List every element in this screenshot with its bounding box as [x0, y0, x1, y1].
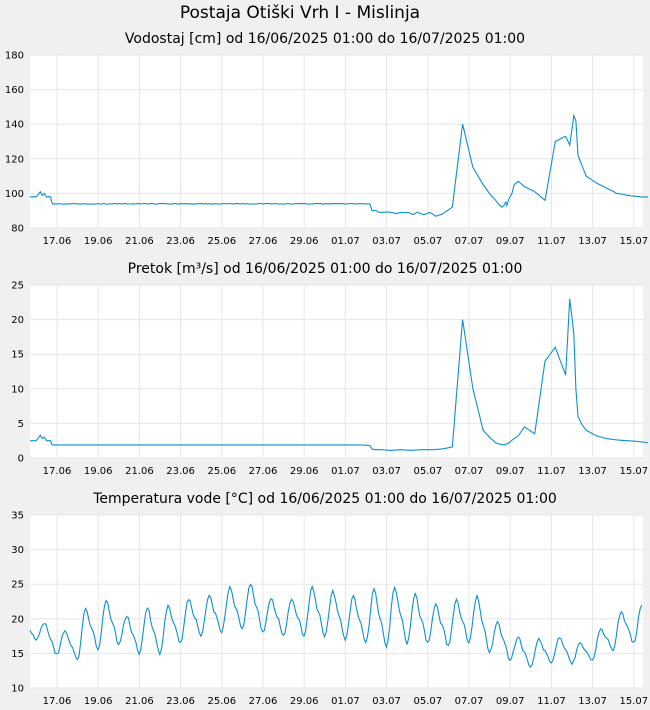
- x-tick-label: 19.06: [84, 236, 113, 247]
- plot-area: [30, 515, 643, 688]
- x-tick-label: 01.07: [331, 696, 360, 707]
- chart-title-water-temperature: Temperatura vode [°C] od 16/06/2025 01:0…: [93, 491, 557, 507]
- y-tick-label: 0: [18, 454, 24, 465]
- x-tick-label: 15.07: [619, 696, 648, 707]
- x-tick-label: 17.06: [43, 236, 72, 247]
- y-tick-label: 15: [11, 350, 24, 361]
- x-tick-label: 21.06: [125, 696, 154, 707]
- x-tick-label: 03.07: [372, 696, 401, 707]
- x-tick-label: 21.06: [125, 466, 154, 477]
- x-tick-label: 17.06: [43, 696, 72, 707]
- y-tick-label: 20: [11, 614, 24, 625]
- x-tick-label: 05.07: [413, 696, 442, 707]
- x-tick-label: 27.06: [249, 696, 278, 707]
- x-tick-label: 25.06: [207, 236, 236, 247]
- x-tick-label: 19.06: [84, 696, 113, 707]
- x-tick-label: 17.06: [43, 466, 72, 477]
- y-tick-label: 80: [11, 224, 24, 235]
- y-tick-label: 5: [18, 419, 24, 430]
- x-tick-label: 13.07: [578, 696, 607, 707]
- x-tick-label: 07.07: [455, 466, 484, 477]
- x-tick-label: 25.06: [207, 696, 236, 707]
- x-tick-label: 01.07: [331, 466, 360, 477]
- y-tick-label: 35: [11, 511, 24, 522]
- y-tick-label: 160: [5, 85, 24, 96]
- x-tick-label: 21.06: [125, 236, 154, 247]
- x-tick-label: 13.07: [578, 236, 607, 247]
- y-tick-label: 25: [11, 281, 24, 292]
- x-tick-label: 15.07: [619, 236, 648, 247]
- y-tick-label: 120: [5, 154, 24, 165]
- x-tick-label: 29.06: [290, 236, 319, 247]
- x-tick-label: 11.07: [537, 236, 566, 247]
- plot-area: [30, 285, 643, 458]
- x-tick-label: 07.07: [455, 236, 484, 247]
- page-title: Postaja Otiški Vrh I - Mislinja: [179, 3, 421, 23]
- y-tick-label: 25: [11, 580, 24, 591]
- x-tick-label: 23.06: [166, 696, 195, 707]
- y-tick-label: 30: [11, 545, 24, 556]
- y-tick-label: 10: [11, 384, 24, 395]
- y-tick-label: 140: [5, 120, 24, 131]
- x-tick-label: 07.07: [455, 696, 484, 707]
- x-tick-label: 29.06: [290, 696, 319, 707]
- y-tick-label: 100: [5, 189, 24, 200]
- chart-title-discharge: Pretok [m³/s] od 16/06/2025 01:00 do 16/…: [127, 261, 523, 277]
- x-tick-label: 19.06: [84, 466, 113, 477]
- x-tick-label: 27.06: [249, 466, 278, 477]
- series-line: [29, 583, 643, 668]
- y-tick-label: 20: [11, 315, 24, 326]
- x-tick-label: 09.07: [496, 466, 525, 477]
- y-tick-label: 15: [11, 649, 24, 660]
- x-tick-label: 03.07: [372, 466, 401, 477]
- x-tick-label: 27.06: [249, 236, 278, 247]
- x-tick-label: 03.07: [372, 236, 401, 247]
- x-tick-label: 11.07: [537, 696, 566, 707]
- plot-area: [30, 55, 643, 228]
- y-tick-label: 180: [5, 51, 24, 62]
- x-tick-label: 29.06: [290, 466, 319, 477]
- series-line: [30, 298, 649, 451]
- x-tick-label: 05.07: [413, 236, 442, 247]
- x-tick-label: 13.07: [578, 466, 607, 477]
- chart-title-water-level: Vodostaj [cm] od 16/06/2025 01:00 do 16/…: [124, 31, 526, 47]
- x-tick-label: 09.07: [496, 236, 525, 247]
- x-tick-label: 23.06: [166, 466, 195, 477]
- x-tick-label: 15.07: [619, 466, 648, 477]
- series-line: [29, 113, 649, 217]
- x-tick-label: 11.07: [537, 466, 566, 477]
- y-tick-label: 10: [11, 684, 24, 695]
- x-tick-label: 01.07: [331, 236, 360, 247]
- x-tick-label: 05.07: [413, 466, 442, 477]
- x-tick-label: 09.07: [496, 696, 525, 707]
- x-tick-label: 23.06: [166, 236, 195, 247]
- x-tick-label: 25.06: [207, 466, 236, 477]
